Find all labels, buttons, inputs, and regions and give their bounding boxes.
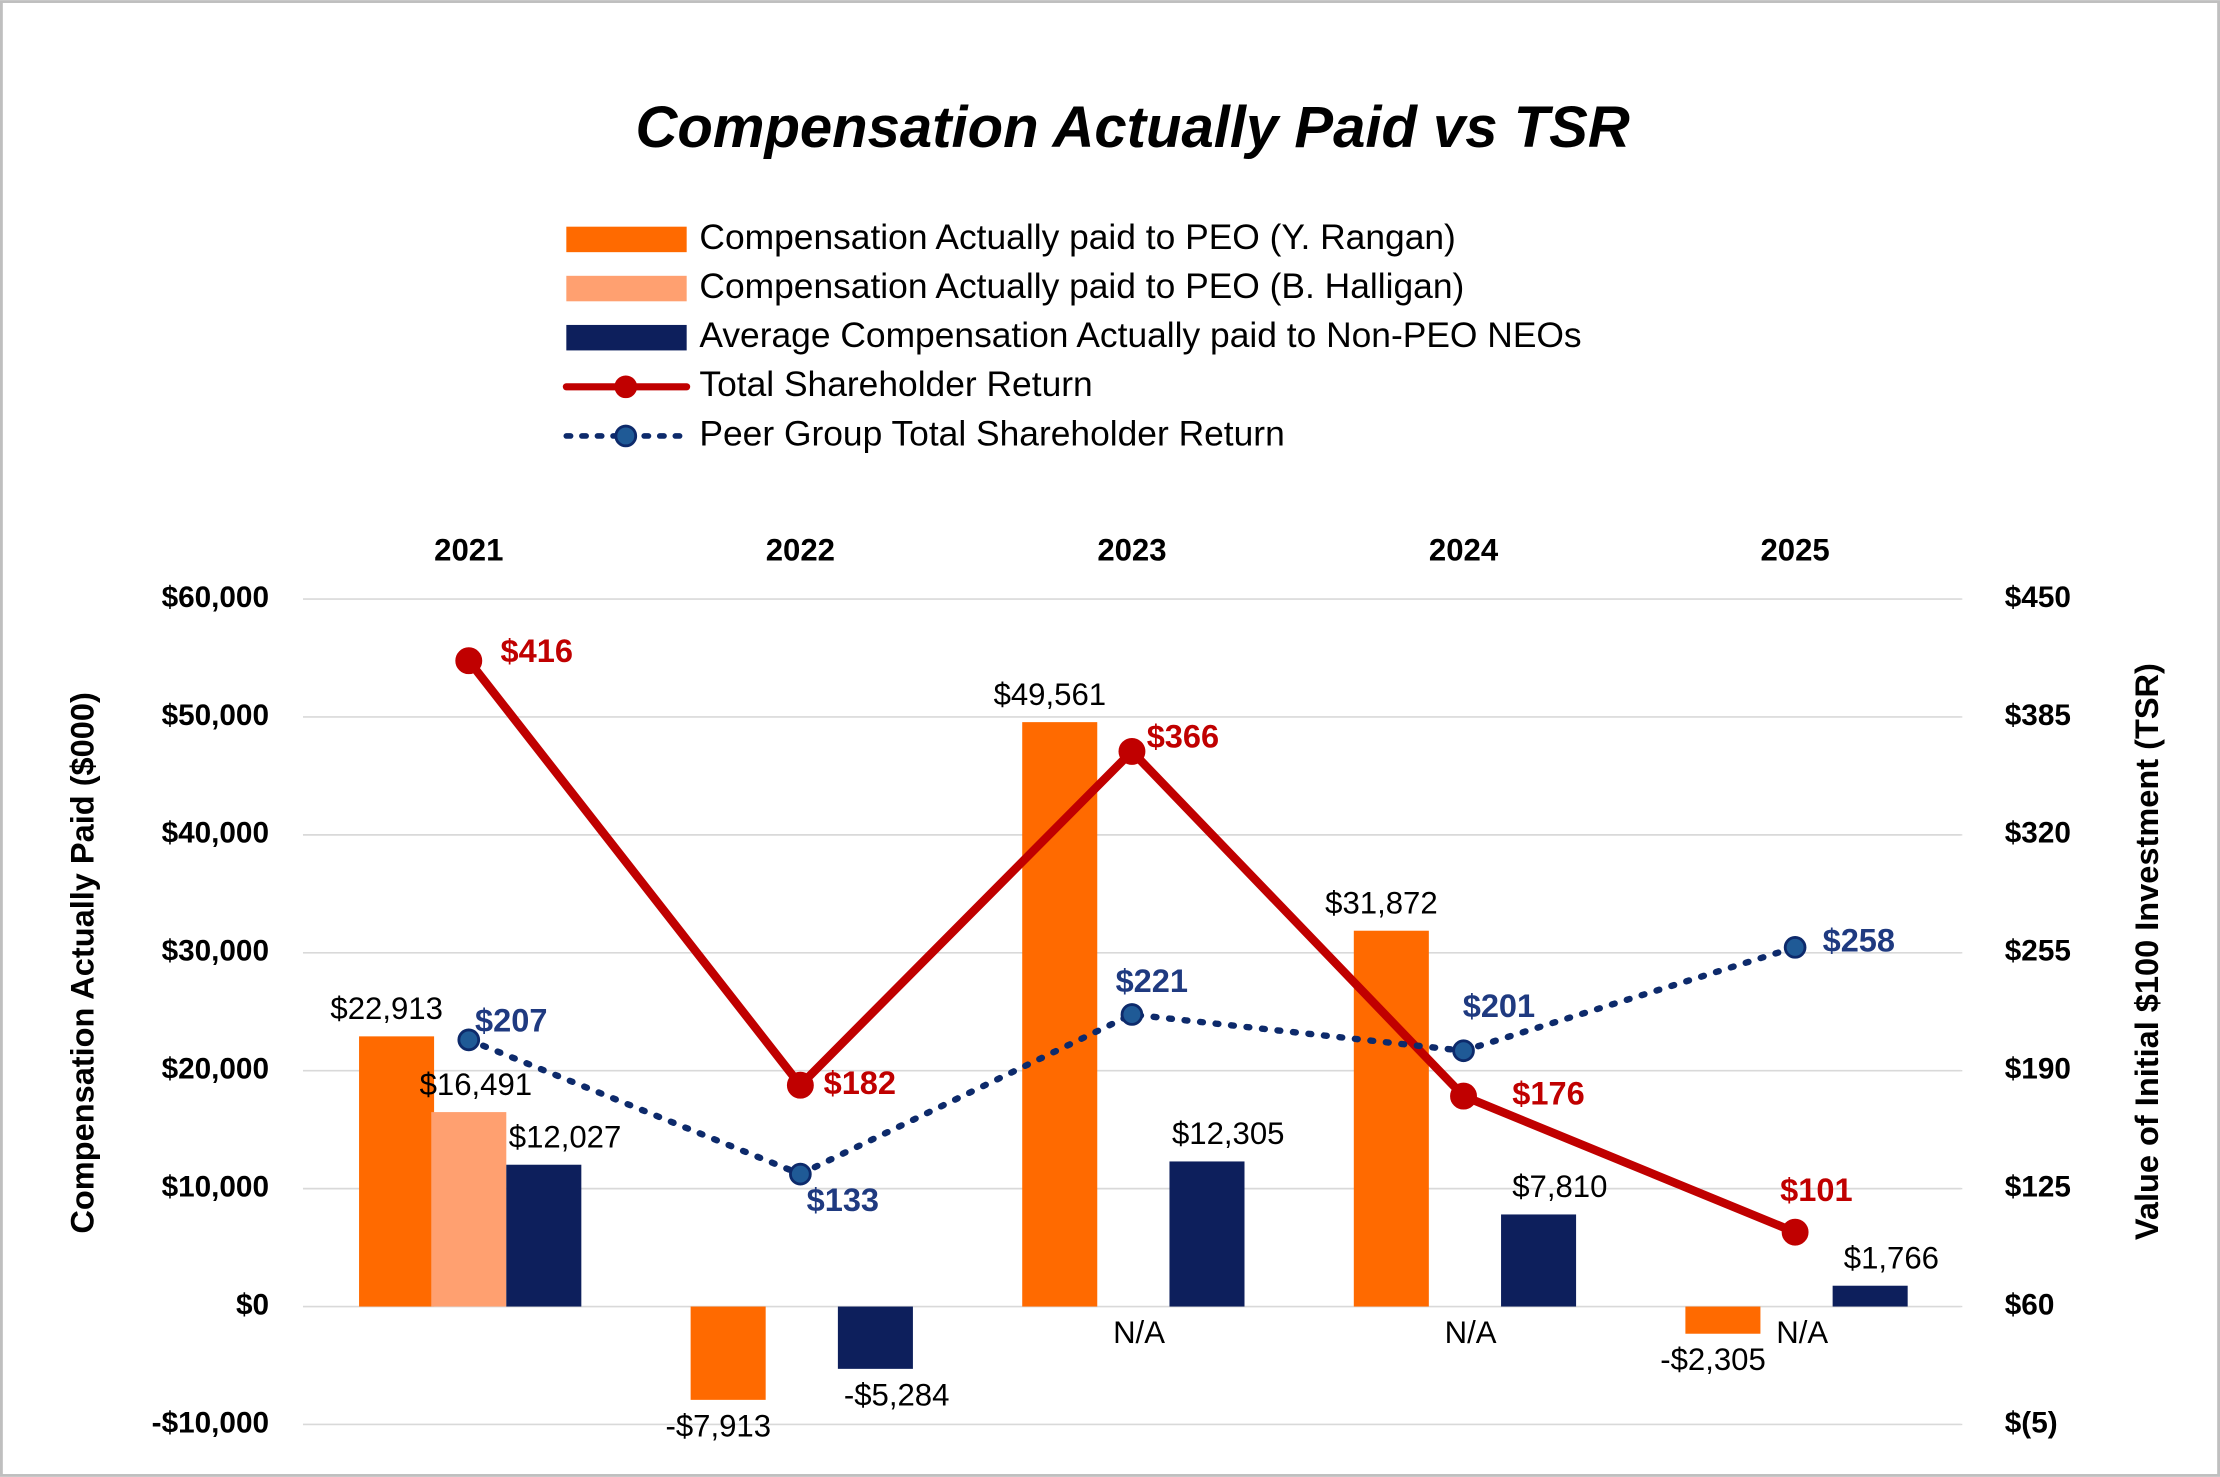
legend-marker — [614, 375, 638, 399]
line-marker — [789, 1162, 812, 1186]
y-axis-title: Compensation Actually Paid ($000) — [65, 692, 101, 1233]
data-label: $12,305 — [1172, 1116, 1285, 1151]
line-marker — [455, 647, 483, 675]
line-marker — [1781, 1218, 1809, 1246]
legend-label: Peer Group Total Shareholder Return — [699, 414, 1284, 453]
legend-label: Compensation Actually paid to PEO (Y. Ra… — [699, 218, 1455, 257]
data-label: $258 — [1823, 923, 1895, 959]
legend-swatch — [566, 275, 687, 302]
data-label: $207 — [475, 1002, 547, 1038]
line-marker — [1450, 1082, 1477, 1110]
data-label: N/A — [1445, 1315, 1497, 1350]
x-tick-label: 2023 — [1097, 533, 1166, 568]
bar — [1832, 1285, 1908, 1307]
data-label: $7,810 — [1512, 1169, 1607, 1204]
bar — [1353, 930, 1429, 1307]
bar — [1022, 722, 1098, 1307]
y2-tick-label: $60 — [2005, 1288, 2055, 1321]
data-label: $366 — [1147, 718, 1219, 754]
y2-tick-label: $320 — [2005, 817, 2071, 850]
bar — [1501, 1214, 1577, 1307]
bar — [837, 1306, 913, 1369]
line-marker — [457, 1028, 481, 1052]
data-label: $176 — [1512, 1076, 1584, 1112]
bar — [431, 1112, 507, 1307]
y-tick-label: $40,000 — [162, 817, 269, 850]
legend-label: Compensation Actually paid to PEO (B. Ha… — [699, 267, 1464, 306]
legend-marker — [614, 424, 638, 448]
x-tick-label: 2025 — [1760, 533, 1829, 568]
data-label: -$7,913 — [665, 1408, 771, 1443]
data-label: $182 — [824, 1065, 896, 1101]
line — [465, 944, 1799, 1178]
bar — [506, 1164, 582, 1307]
data-label: $31,872 — [1325, 885, 1438, 920]
y2-tick-label: $255 — [2005, 935, 2071, 968]
y2-tick-label: $450 — [2005, 581, 2071, 614]
y2-tick-label: $385 — [2005, 699, 2071, 732]
data-label: $416 — [501, 633, 573, 669]
data-label: $49,561 — [994, 677, 1107, 712]
y-tick-label: $30,000 — [162, 935, 269, 968]
y2-axis-title: Value of Initial $100 Investment (TSR) — [2129, 663, 2165, 1240]
line-marker — [1118, 737, 1146, 765]
data-label: $1,766 — [1844, 1240, 1939, 1275]
legend-label: Total Shareholder Return — [699, 365, 1092, 404]
data-label: N/A — [1113, 1315, 1165, 1350]
data-label: $16,491 — [420, 1067, 533, 1102]
data-label: $101 — [1780, 1172, 1852, 1208]
y2-tick-label: $(5) — [2005, 1406, 2058, 1439]
y-tick-label: $20,000 — [162, 1053, 269, 1086]
line-marker — [786, 1071, 814, 1099]
x-tick-label: 2021 — [434, 533, 503, 568]
data-label: $12,027 — [509, 1119, 622, 1154]
legend-swatch — [566, 226, 687, 253]
bar — [690, 1306, 766, 1400]
legend-swatch — [566, 324, 687, 351]
y-tick-label: $10,000 — [162, 1170, 269, 1203]
line-marker — [1783, 936, 1807, 959]
y-tick-label: $0 — [236, 1288, 269, 1321]
data-label: $133 — [807, 1182, 879, 1218]
data-label: -$5,284 — [844, 1377, 950, 1412]
bar — [359, 1036, 435, 1307]
data-label: $201 — [1463, 988, 1535, 1024]
legend-label: Average Compensation Actually paid to No… — [699, 316, 1581, 355]
bar — [1685, 1306, 1761, 1334]
data-label: $221 — [1116, 963, 1188, 999]
y-tick-label: $60,000 — [162, 581, 269, 614]
y-tick-label: $50,000 — [162, 699, 269, 732]
data-label: $22,913 — [330, 991, 443, 1026]
data-label: N/A — [1776, 1315, 1828, 1350]
x-tick-label: 2022 — [766, 533, 835, 568]
data-label: -$2,305 — [1660, 1342, 1766, 1377]
y2-tick-label: $125 — [2005, 1170, 2071, 1203]
line-marker — [1120, 1003, 1144, 1026]
bar — [1169, 1161, 1245, 1307]
x-tick-label: 2024 — [1429, 533, 1499, 568]
chart-title: Compensation Actually Paid vs TSR — [636, 95, 1630, 160]
y-tick-label: -$10,000 — [152, 1406, 269, 1439]
y2-tick-label: $190 — [2005, 1053, 2071, 1086]
line-marker — [1452, 1039, 1475, 1063]
